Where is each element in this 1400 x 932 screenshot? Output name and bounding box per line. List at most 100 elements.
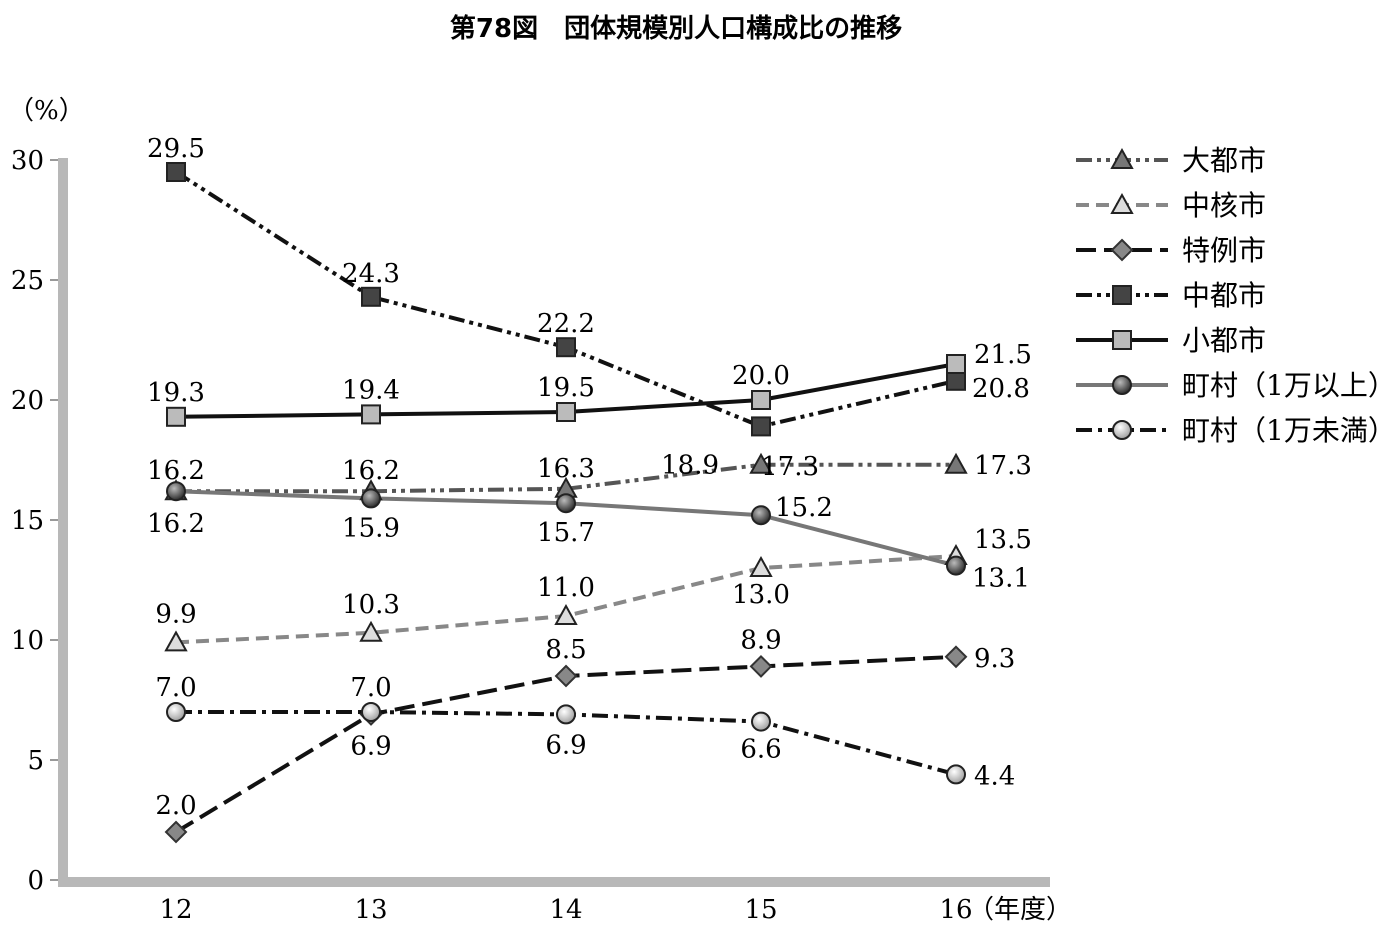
- legend-marker-0: [1110, 147, 1134, 169]
- data-label-s4-p0: 19.3: [147, 378, 205, 408]
- data-label-s2-p1: 6.9: [350, 731, 391, 761]
- data-point-s5-p3: [751, 505, 771, 526]
- data-labels: 16.2 16.2 16.3 17.3 17.3 9.9 10.3 11.0 13.0 13.5 2…: [147, 134, 1032, 821]
- y-tick-label: 5: [27, 746, 44, 776]
- legend-label-3: 中都市: [1182, 279, 1266, 312]
- data-point-s2-p2: [554, 664, 578, 688]
- data-label-s6-p4: 4.4: [974, 761, 1015, 791]
- data-point-s3-p3: [751, 416, 771, 437]
- y-tick-label: 10: [11, 626, 44, 656]
- data-point-s6-p2: [556, 704, 576, 725]
- y-tick-label: 30: [11, 146, 44, 176]
- data-label-s0-p0: 16.2: [147, 456, 205, 486]
- data-label-s5-p1: 15.9: [342, 513, 400, 543]
- x-tick-label: 13: [354, 895, 387, 925]
- data-point-s6-p4: [946, 764, 966, 785]
- data-label-s3-p3: 18.9: [661, 450, 719, 480]
- data-point-s1-p3: [749, 555, 773, 577]
- data-point-s4-p3: [751, 390, 771, 410]
- y-axis-unit-label: （%）: [8, 96, 85, 126]
- data-point-s3-p4: [946, 370, 966, 391]
- data-label-s4-p4: 21.5: [974, 340, 1032, 370]
- chart-axes: [58, 158, 1050, 887]
- legend-label-5: 町村（1万以上）: [1182, 369, 1396, 402]
- legend-marker-3: [1112, 285, 1132, 305]
- data-point-s3-p1: [361, 286, 381, 307]
- data-label-s1-p0: 9.9: [155, 599, 196, 629]
- legend-marker-2: [1110, 238, 1134, 262]
- data-label-s0-p2: 16.3: [537, 454, 595, 484]
- data-label-s2-p2: 8.5: [545, 635, 586, 665]
- data-point-s3-p2: [556, 337, 576, 358]
- data-point-s4-p1: [361, 404, 381, 425]
- data-point-s0-p4: [944, 452, 968, 474]
- data-point-s6-p1: [361, 702, 381, 722]
- legend-marker-4: [1112, 330, 1132, 350]
- y-tick-label: 15: [11, 506, 44, 536]
- legend-label-2: 特例市: [1182, 234, 1266, 267]
- data-label-s0-p3: 17.3: [761, 452, 819, 482]
- data-label-s1-p1: 10.3: [342, 590, 400, 620]
- data-label-s2-p4: 9.3: [974, 644, 1015, 674]
- data-label-s5-p3: 15.2: [775, 493, 833, 523]
- data-point-s0-p3: [749, 452, 773, 474]
- data-label-s0-p1: 16.2: [342, 456, 400, 486]
- legend-label-0: 大都市: [1182, 144, 1266, 177]
- legend-label-6: 町村（1万未満）: [1182, 414, 1396, 447]
- data-point-s1-p0: [164, 630, 188, 652]
- legend-marker-5: [1112, 375, 1132, 395]
- data-label-s4-p1: 19.4: [342, 375, 400, 405]
- legend-label-1: 中核市: [1182, 189, 1266, 222]
- data-label-s5-p4: 13.1: [972, 564, 1030, 594]
- data-point-s5-p4: [946, 555, 966, 576]
- data-point-s2-p3: [749, 654, 773, 678]
- series-markers: [164, 162, 968, 844]
- chart-title: 第78図 団体規模別人口構成比の推移: [450, 13, 902, 44]
- y-tick-label: 20: [11, 386, 44, 416]
- data-point-s2-p0: [164, 820, 188, 844]
- data-label-s4-p3: 20.0: [732, 361, 790, 391]
- data-point-s5-p2: [556, 493, 576, 514]
- data-label-s3-p2: 22.2: [537, 309, 595, 339]
- legend-marker-6: [1112, 420, 1132, 440]
- data-label-s3-p4: 20.8: [972, 374, 1030, 404]
- data-label-s1-p4: 13.5: [974, 525, 1032, 555]
- data-label-s1-p3: 13.0: [732, 580, 790, 610]
- data-point-s5-p0: [166, 481, 186, 502]
- data-point-s2-p4: [944, 645, 968, 669]
- data-point-s3-p0: [166, 162, 186, 182]
- data-label-s0-p4: 17.3: [974, 451, 1032, 481]
- tick-labels: 0 5 10 15 20 25 30 12 13 14 15 16: [11, 146, 973, 925]
- data-label-s6-p2: 6.9: [545, 730, 586, 760]
- legend-marker-1: [1110, 192, 1134, 214]
- data-label-s4-p2: 19.5: [537, 373, 595, 403]
- data-label-s2-p0: 2.0: [155, 791, 196, 821]
- data-label-s6-p0: 7.0: [155, 673, 196, 703]
- data-point-s6-p0: [166, 702, 186, 722]
- data-point-s5-p1: [361, 488, 381, 509]
- data-point-s6-p3: [751, 711, 771, 732]
- x-tick-label: 16: [939, 895, 972, 925]
- y-axis-line: [58, 158, 68, 885]
- data-label-s6-p1: 7.0: [350, 673, 391, 703]
- x-axis-line: [58, 877, 1050, 887]
- data-point-s4-p4: [946, 354, 966, 374]
- x-tick-label: 14: [549, 895, 582, 925]
- data-label-s5-p0: 16.2: [147, 509, 205, 539]
- data-label-s3-p0: 29.5: [147, 134, 205, 164]
- data-label-s3-p1: 24.3: [342, 259, 400, 289]
- data-point-s4-p2: [556, 402, 576, 422]
- x-tick-label: 12: [159, 895, 192, 925]
- data-label-s5-p2: 15.7: [537, 518, 595, 548]
- data-point-s1-p2: [554, 603, 578, 625]
- legend-label-4: 小都市: [1182, 324, 1266, 357]
- data-label-s6-p3: 6.6: [740, 735, 781, 765]
- x-axis-unit-label: （年度）: [968, 895, 1072, 925]
- data-point-s4-p0: [166, 406, 186, 427]
- y-tick-label: 25: [11, 266, 44, 296]
- x-tick-label: 15: [744, 895, 777, 925]
- data-label-s2-p3: 8.9: [740, 625, 781, 655]
- data-label-s1-p2: 11.0: [537, 573, 595, 603]
